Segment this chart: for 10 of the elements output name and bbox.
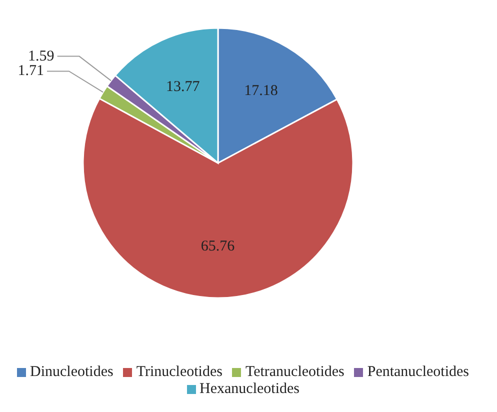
data-label: 17.18	[244, 83, 278, 100]
legend-label: Pentanucleotides	[367, 364, 469, 380]
data-label: 65.76	[200, 238, 236, 255]
legend-label: Dinucleotides	[30, 364, 114, 380]
data-label: 1.59	[28, 48, 54, 64]
legend-label: Trinucleotides	[136, 364, 222, 380]
legend-label: Tetranucleotides	[245, 364, 344, 380]
data-label: 13.77	[166, 79, 200, 96]
data-label: 1.71	[18, 63, 44, 80]
legend-label: Hexanucleotides	[200, 381, 300, 397]
